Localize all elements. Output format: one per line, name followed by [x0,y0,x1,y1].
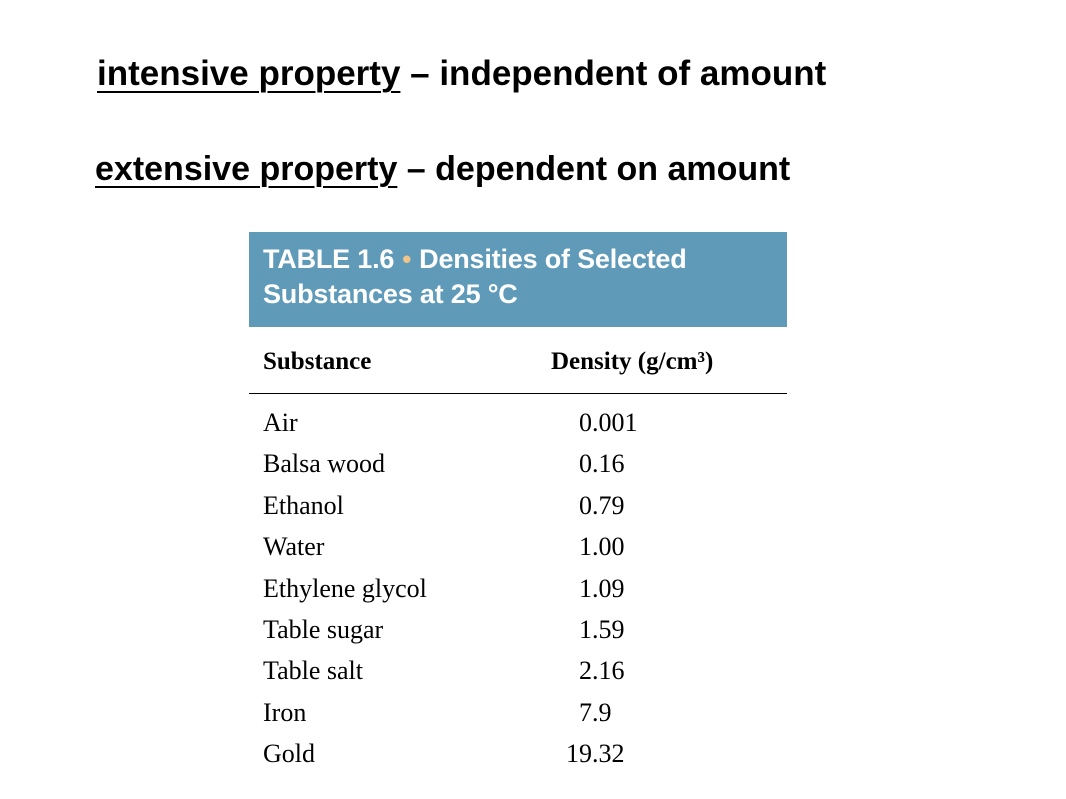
substance-cell: Ethylene glycol [263,573,427,603]
substance-cell: Air [263,408,298,437]
substance-cell: Gold [263,739,315,769]
table-row: Table salt 2.16 [249,648,787,689]
density-cell: 0.16 [579,449,625,479]
table-row: Ethanol 0.79 [249,483,787,524]
table-number: TABLE 1.6 [263,244,395,274]
table-row: Iron 7.9 [249,690,787,731]
table-row: Air 0.001 [249,400,787,441]
intensive-description: – independent of amount [400,54,827,93]
density-cell: 2.16 [579,656,625,686]
table-title-line2: Substances at 25 °C [263,279,518,309]
substance-cell: Water [263,532,325,562]
extensive-term: extensive property [95,150,398,188]
density-cell: 1.59 [579,614,625,644]
substance-cell: Table sugar [263,614,384,644]
substance-cell: Table salt [263,656,363,686]
density-cell: 19.32 [566,739,625,769]
density-table: TABLE 1.6 • Densities of Selected Substanc… [249,232,787,773]
column-header-substance: Substance [263,348,372,375]
table-title-line1: TABLE 1.6 • Densities of Selected [263,242,787,277]
table-row: Water 1.00 [249,524,787,565]
density-cell: 7.9 [579,697,612,727]
table-row: Balsa wood 0.16 [249,441,787,482]
density-cell: 0.79 [579,490,625,520]
table-row: Gold 19.32 [249,731,787,772]
substance-cell: Ethanol [263,490,344,520]
density-cell: 1.00 [579,532,625,562]
table-title: TABLE 1.6 • Densities of Selected Substanc… [249,232,787,327]
density-cell: 0.001 [579,408,638,437]
table-body: Air 0.001 Balsa wood 0.16 Ethanol 0.79 Water 1.… [249,394,787,773]
intensive-term: intensive property [97,54,401,93]
table-row: Ethylene glycol 1.09 [249,566,787,607]
table-row: Table sugar 1.59 [249,607,787,648]
column-header-density: Density (g/cm³) [551,348,714,375]
substance-cell: Iron [263,697,307,727]
table-column-headers: Substance Density (g/cm³) [249,327,787,394]
extensive-description: – dependent on amount [397,150,791,188]
intensive-definition: intensive property – independent of amou… [97,56,826,91]
density-cell: 1.09 [579,573,625,603]
table-title-text1: Densities of Selected [419,244,687,274]
substance-cell: Balsa wood [263,449,386,479]
extensive-definition: extensive property – dependent on amount [95,152,790,186]
bullet-icon: • [402,244,412,274]
